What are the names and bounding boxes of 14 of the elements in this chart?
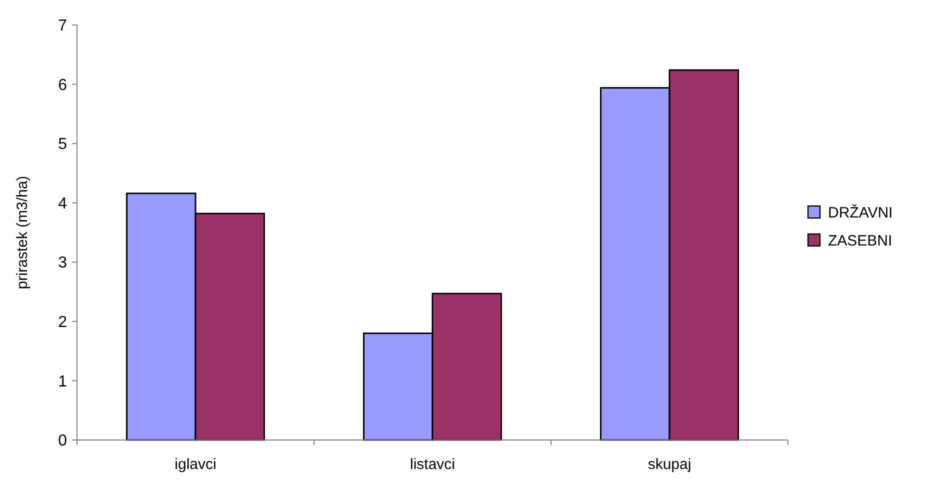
legend-label: ZASEBNI [828,232,892,250]
legend-label: DRŽAVNI [828,203,893,222]
y-tick-label: 1 [58,373,68,390]
y-tick-label: 7 [58,18,68,35]
y-tick-label: 2 [58,314,68,332]
y-tick-label: 3 [58,254,68,272]
y-tick-label: 4 [58,195,68,212]
y-tick-label: 6 [58,76,68,94]
x-tick-label: iglavci [174,456,216,473]
y-tick-label: 0 [58,432,68,450]
x-tick-label: listavci [410,456,456,473]
y-tick-label: 5 [58,136,68,154]
x-tick-label: skupaj [648,456,692,473]
y-axis-title: prirastek (m3/ha) [14,176,31,290]
